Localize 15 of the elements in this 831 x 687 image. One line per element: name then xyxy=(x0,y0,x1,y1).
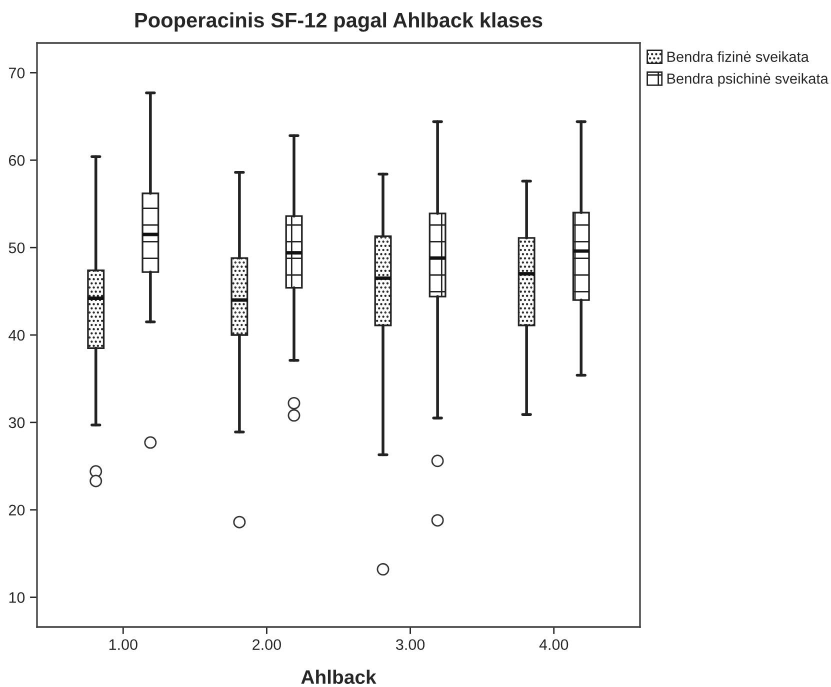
y-tick-label: 20 xyxy=(8,504,25,516)
x-tick-label: 2.00 xyxy=(252,639,281,650)
chart-title: Pooperacinis SF-12 pagal Ahlback klases xyxy=(135,12,542,32)
y-tick-label: 70 xyxy=(8,68,25,78)
x-tick-label: 1.00 xyxy=(109,639,138,650)
legend-label: Bendra fizinė sveikata xyxy=(667,51,809,62)
y-tick-label: 40 xyxy=(8,330,25,341)
y-tick-label: 10 xyxy=(9,592,25,603)
x-tick-label: 4.00 xyxy=(539,639,568,650)
legend-label: Bendra psichinė sveikata xyxy=(667,73,828,87)
x-axis-title: Ahlback xyxy=(301,670,376,684)
x-tick-label: 3.00 xyxy=(396,639,425,650)
y-tick-label: 30 xyxy=(8,417,25,428)
y-tick-label: 60 xyxy=(8,155,25,166)
y-tick-label: 50 xyxy=(8,242,25,254)
